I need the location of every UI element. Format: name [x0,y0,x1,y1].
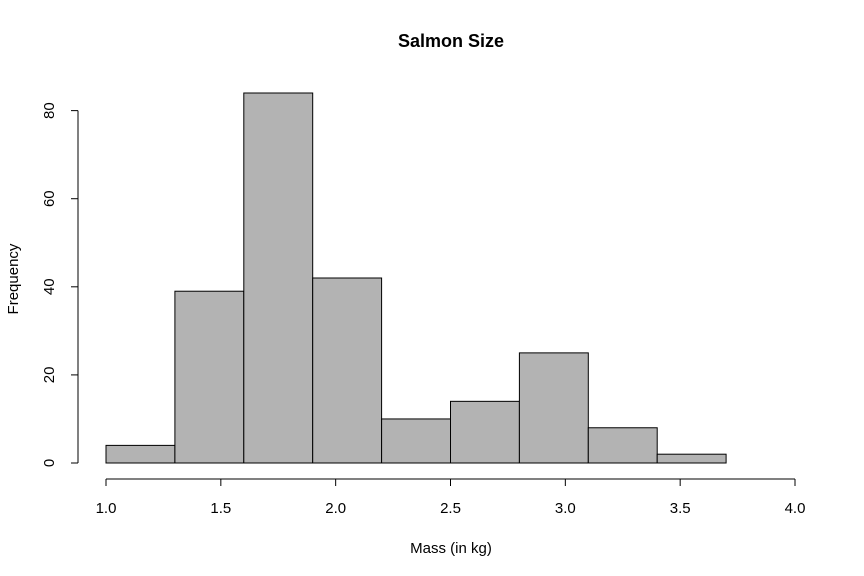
x-tick-label: 3.0 [555,500,576,517]
histogram-bar [174,290,245,464]
x-tick-label: 2.5 [440,500,461,517]
x-tick-label: 4.0 [785,500,806,517]
chart-title: Salmon Size [398,31,504,51]
y-tick-label: 80 [41,102,58,119]
x-axis: 1.0 1.5 2.0 2.5 3.0 3.5 4.0 [96,478,806,517]
y-tick-label: 0 [41,459,58,467]
histogram-bar [105,444,176,464]
histogram-bar [587,427,658,464]
histogram-bar [381,418,452,464]
y-tick-label: 20 [41,367,58,384]
bars-group [105,92,727,464]
y-axis: 0 20 40 60 80 [41,102,79,467]
histogram-bar [656,453,727,464]
histogram-bar [312,277,383,464]
x-axis-label: Mass (in kg) [410,540,492,557]
x-tick-label: 1.0 [96,500,117,517]
y-tick-label: 40 [41,278,58,295]
y-axis-label: Frequency [5,243,22,314]
x-tick-label: 2.0 [325,500,346,517]
histogram-bar [518,352,589,464]
x-tick-label: 1.5 [210,500,231,517]
x-tick-label: 3.5 [670,500,691,517]
y-tick-label: 60 [41,190,58,207]
histogram-bar [450,400,520,464]
histogram-bar [243,92,314,464]
